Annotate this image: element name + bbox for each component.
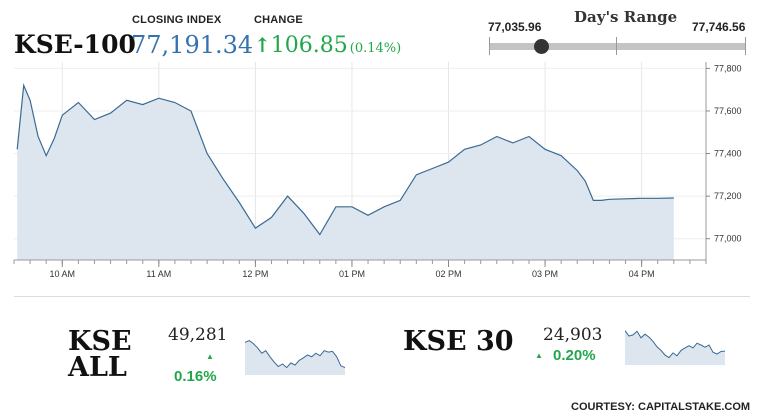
x-tick-label: 04 PM (629, 269, 655, 279)
kse-all-value: 49,281 (168, 325, 228, 345)
x-tick-label: 12 PM (242, 269, 268, 279)
days-range-tick (489, 37, 490, 55)
up-arrow-icon: ↑ (254, 33, 271, 57)
x-tick-label: 03 PM (532, 269, 558, 279)
divider (14, 296, 750, 297)
price-area (17, 85, 674, 261)
closing-index-value: 77,191.34 (131, 31, 254, 59)
y-tick-label: 77,000 (714, 234, 742, 244)
change-value: 106.85 (270, 33, 348, 58)
y-tick-label: 77,800 (714, 63, 742, 73)
days-range-marker (534, 39, 550, 54)
x-tick-label: 11 AM (146, 269, 171, 279)
kse-all-name-line1: KSE (68, 326, 132, 357)
kse-all-sparkline (245, 340, 345, 375)
kse30-percent: 0.20% (553, 347, 596, 364)
intraday-chart[interactable]: 10 AM 11 AM 12 PM 01 PM 02 PM 03 PM 04 PM 77,80… (0, 58, 758, 283)
days-range-low: 77,035.96 (488, 20, 542, 34)
sparkline-line (245, 340, 345, 369)
kse30-name: KSE 30 (403, 326, 514, 357)
kse-all-name-line2: ALL (68, 352, 127, 383)
x-tick-label: 02 PM (436, 269, 462, 279)
change-percent: (0.14%) (349, 41, 402, 56)
kse30-sparkline (625, 330, 725, 365)
days-range-high: 77,746.56 (692, 20, 746, 34)
change-display: ↑106.85 (0.14%) (254, 33, 401, 58)
days-range-track (490, 43, 746, 50)
sparkline-area (625, 330, 725, 365)
kse-all-percent: 0.16% (174, 368, 217, 385)
sparkline-area (245, 340, 345, 375)
x-tick-label: 10 AM (50, 269, 76, 279)
days-range-tick (745, 37, 746, 55)
y-tick-label: 77,600 (714, 106, 742, 116)
closing-index-label: CLOSING INDEX (132, 14, 222, 26)
days-range-tick (616, 37, 617, 55)
up-triangle-icon: ▲ (206, 352, 214, 361)
x-tick-label: 01 PM (339, 269, 365, 279)
courtesy-text: COURTESY: CAPITALSTAKE.COM (571, 401, 751, 413)
y-tick-label: 77,200 (714, 191, 742, 201)
sparkline-line (625, 330, 725, 359)
days-range-title: Day's Range (574, 8, 678, 26)
index-name: KSE-100 (14, 30, 136, 59)
price-line (16, 83, 674, 236)
kse30-value: 24,903 (543, 325, 603, 345)
kse-all-name: KSE ALL (68, 326, 132, 383)
y-tick-label: 77,400 (714, 149, 742, 159)
change-label: CHANGE (254, 14, 303, 26)
up-triangle-icon: ▲ (535, 351, 543, 360)
